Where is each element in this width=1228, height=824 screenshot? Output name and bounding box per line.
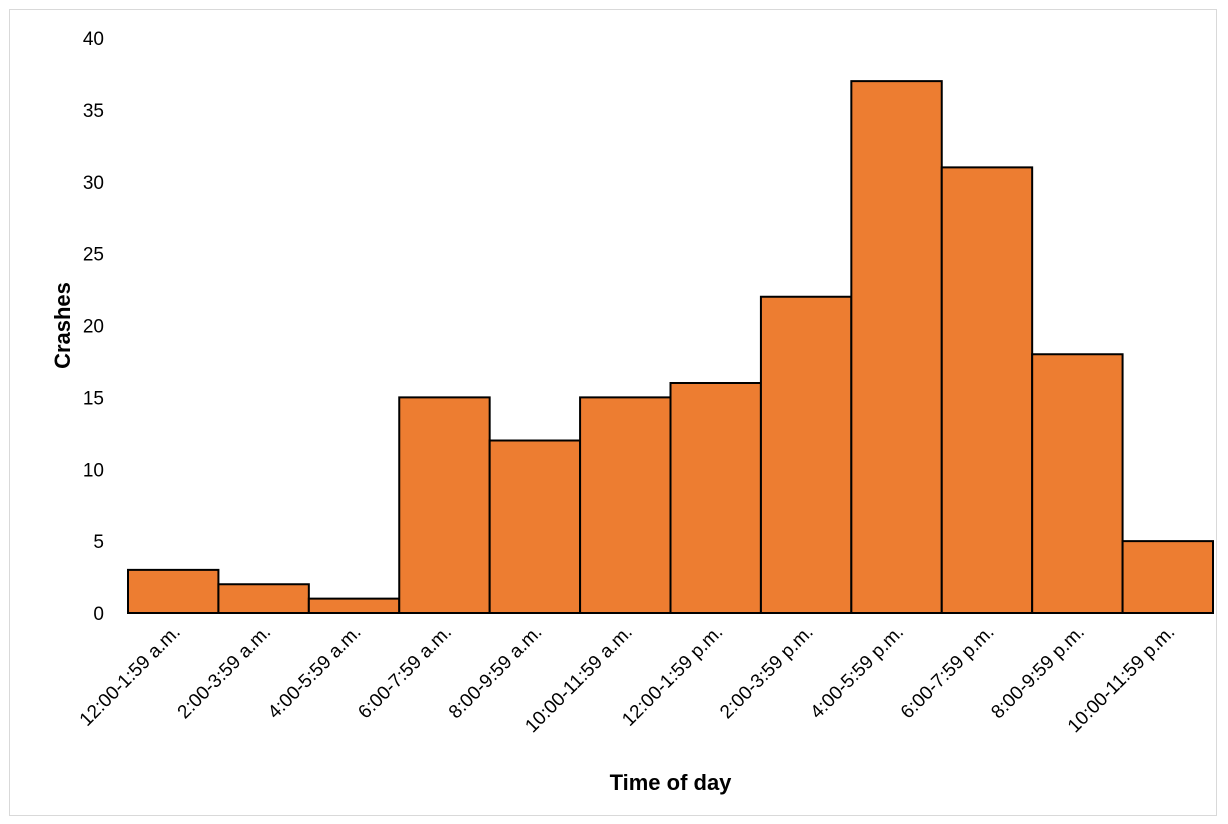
- x-tick-label: 8:00-9:59 p.m.: [987, 622, 1088, 723]
- y-tick-label: 30: [83, 173, 104, 194]
- x-tick-label: 12:00-1:59 a.m.: [76, 622, 185, 731]
- x-tick-label: 4:00-5:59 a.m.: [264, 622, 365, 723]
- bar: [398, 396, 491, 614]
- bar: [217, 583, 310, 614]
- y-tick-label: 5: [93, 532, 104, 553]
- bar: [850, 80, 943, 614]
- bar: [579, 396, 672, 614]
- y-tick-label: 10: [83, 460, 104, 481]
- bar: [127, 568, 220, 614]
- y-tick-label: 40: [83, 29, 104, 50]
- x-tick-label: 6:00-7:59 p.m.: [897, 622, 998, 723]
- y-axis-ticks: 0 5 10 15 20 25 30 35 40: [83, 29, 104, 625]
- x-tick-label: 6:00-7:59 a.m.: [355, 622, 456, 723]
- y-axis-title: Crashes: [50, 282, 75, 369]
- y-tick-label: 35: [83, 101, 104, 122]
- x-axis-ticks: 12:00-1:59 a.m.2:00-3:59 a.m.4:00-5:59 a…: [76, 622, 1180, 737]
- x-axis-title: Time of day: [610, 770, 733, 795]
- y-tick-label: 15: [83, 388, 104, 409]
- bar: [307, 597, 401, 614]
- y-tick-label: 20: [83, 317, 104, 338]
- bar: [1121, 540, 1215, 614]
- x-tick-label: 2:00-3:59 p.m.: [716, 622, 817, 723]
- x-tick-label: 8:00-9:59 a.m.: [445, 622, 546, 723]
- x-tick-label: 4:00-5:59 p.m.: [807, 622, 908, 723]
- x-tick-label: 2:00-3:59 a.m.: [174, 622, 275, 723]
- bars: [127, 80, 1215, 614]
- bar: [940, 166, 1034, 614]
- bar: [1031, 353, 1124, 614]
- bar: [488, 439, 582, 614]
- y-tick-label: 0: [93, 604, 104, 625]
- y-tick-label: 25: [83, 245, 104, 266]
- bar: [669, 382, 762, 614]
- bar: [759, 295, 853, 614]
